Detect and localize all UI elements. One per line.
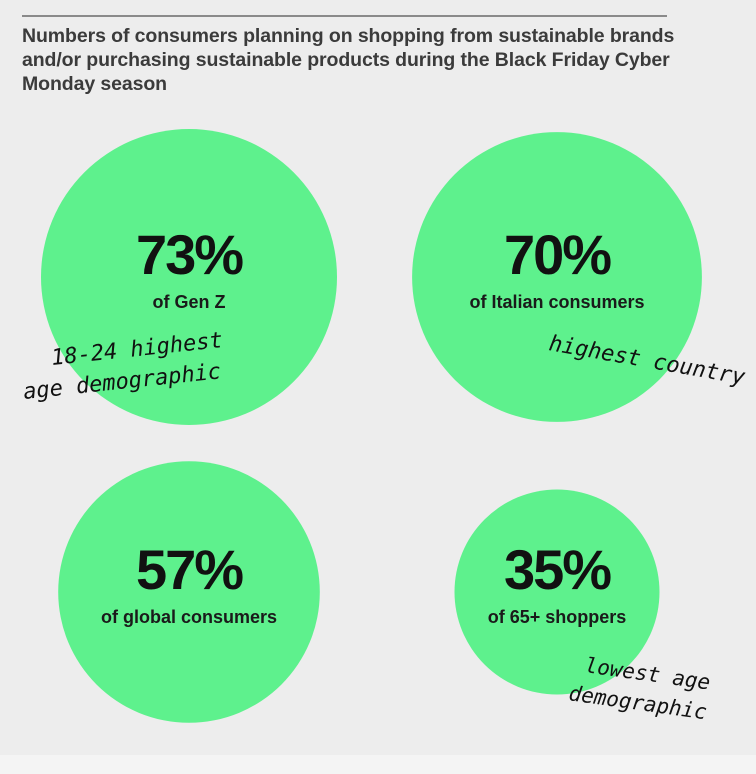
bubble-item: 57% of global consumers — [58, 461, 320, 723]
bubble-value-label: 35% — [504, 538, 611, 601]
bubble-category-label: of global consumers — [101, 607, 277, 627]
bubble-circle — [454, 489, 660, 695]
bubble-category-label: of Italian consumers — [469, 292, 644, 312]
bottom-band — [0, 755, 756, 774]
bubble-value-label: 70% — [504, 223, 611, 286]
bubble-value-label: 57% — [136, 538, 243, 601]
chart-title: Numbers of consumers planning on shoppin… — [22, 25, 675, 95]
bubble-category-label: of Gen Z — [153, 292, 226, 312]
bubble-value-label: 73% — [136, 223, 243, 286]
bubble-circle — [41, 129, 337, 425]
top-divider — [22, 15, 667, 17]
bubble-category-label: of 65+ shoppers — [488, 607, 627, 627]
bubble-circle — [412, 132, 702, 422]
bubble-circle — [58, 461, 320, 723]
